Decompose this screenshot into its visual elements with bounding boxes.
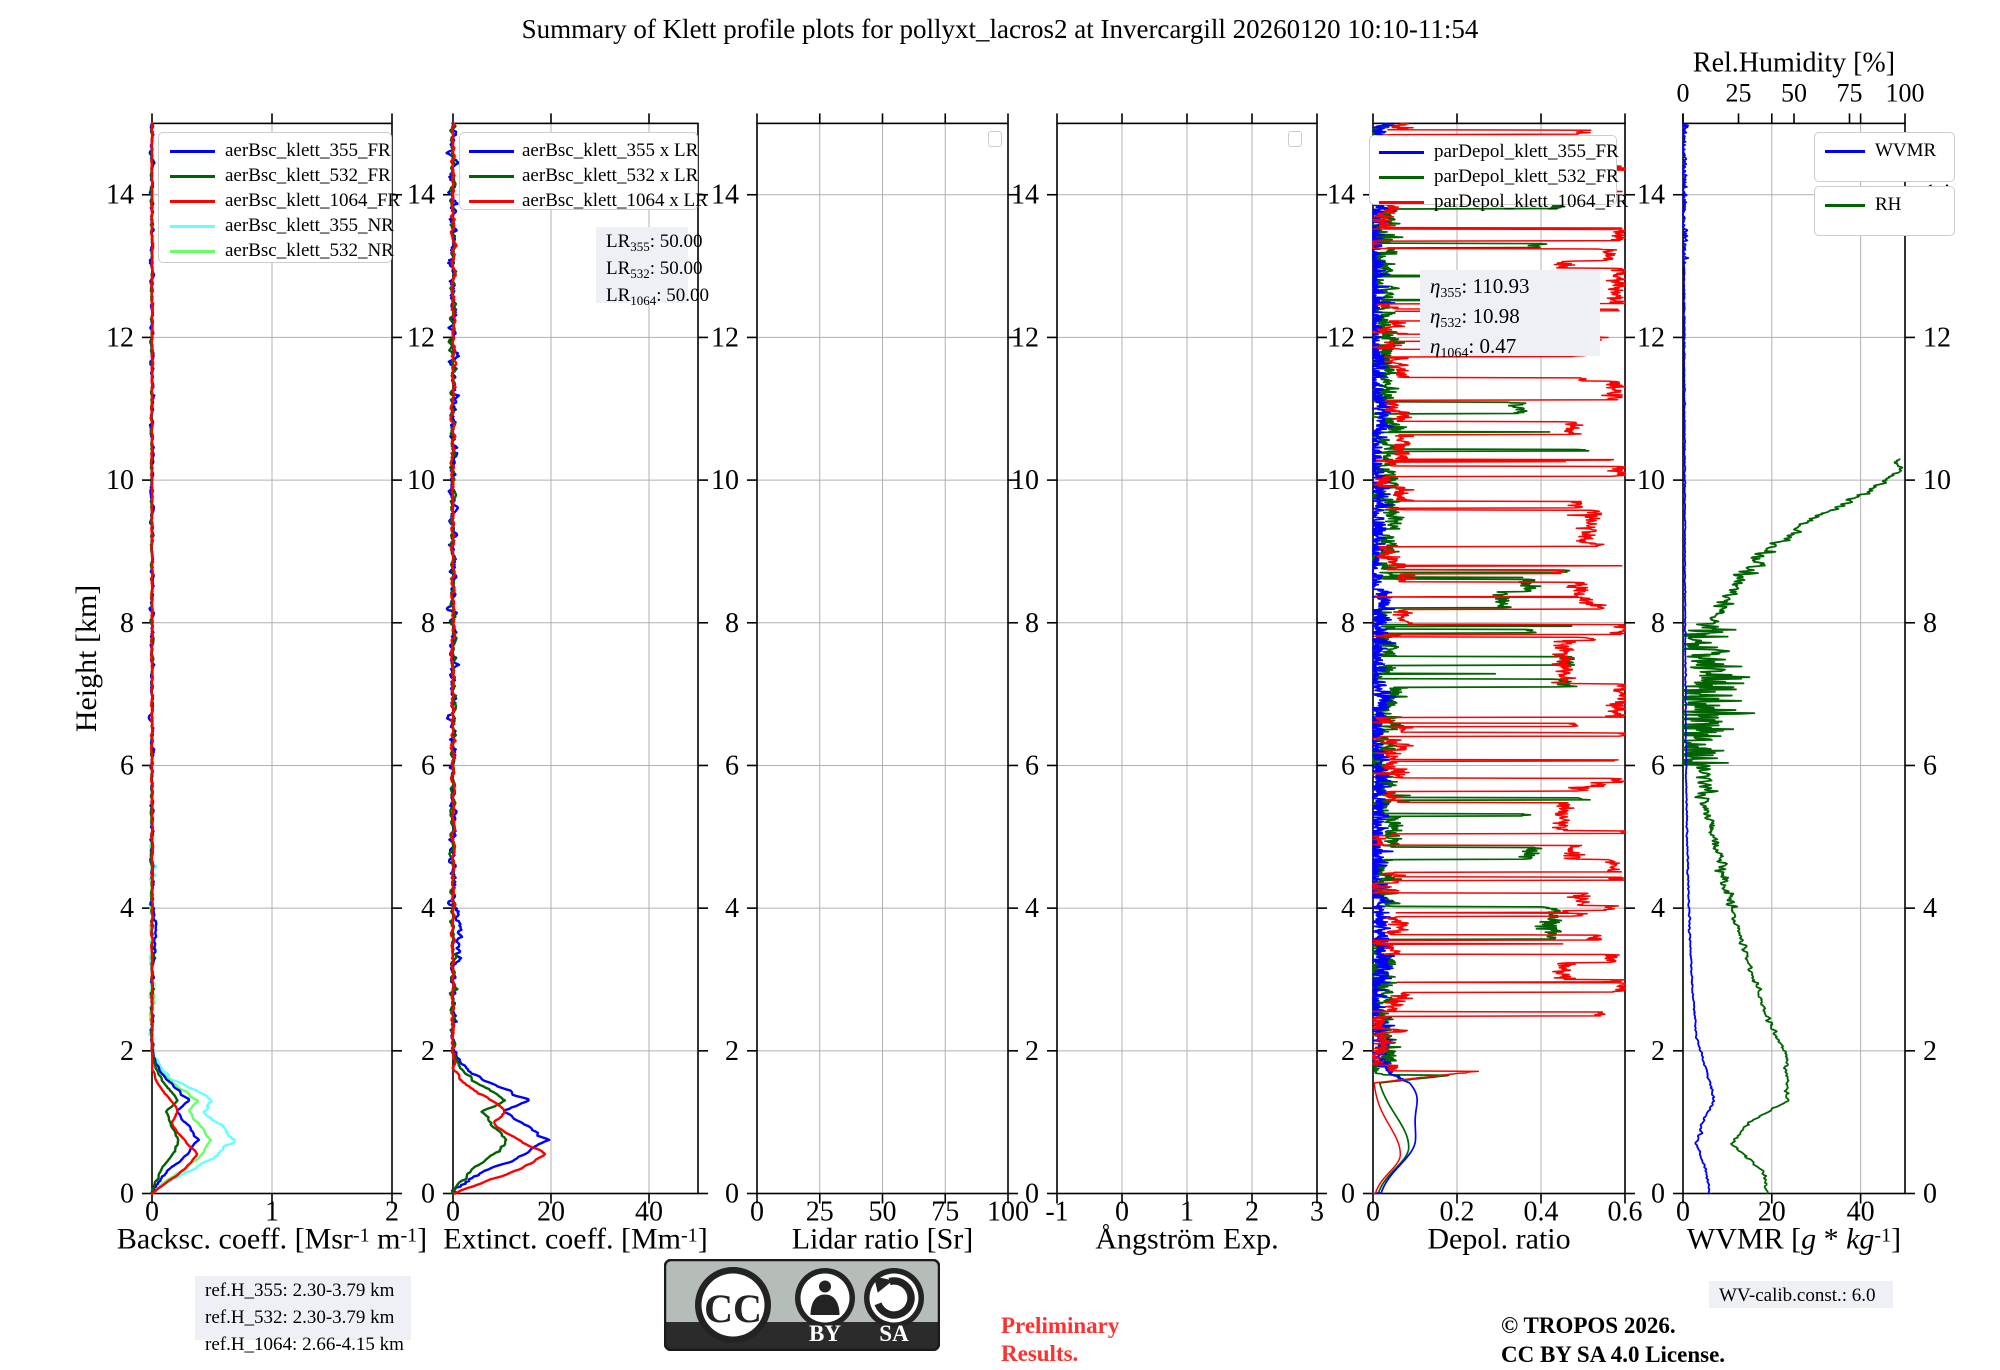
svg-text:6: 6: [1025, 750, 1039, 781]
svg-text:12: 12: [1923, 322, 1951, 353]
svg-text:Depol. ratio: Depol. ratio: [1427, 1223, 1570, 1256]
svg-text:0: 0: [1923, 1179, 1937, 1210]
svg-text:10: 10: [1011, 465, 1039, 496]
svg-text:8: 8: [421, 608, 435, 639]
svg-text:2: 2: [1025, 1036, 1039, 1067]
svg-text:12: 12: [1327, 322, 1355, 353]
svg-text:SA: SA: [879, 1321, 909, 1346]
svg-text:10: 10: [1923, 465, 1951, 496]
svg-text:WVMR [g * kg-1]: WVMR [g * kg-1]: [1687, 1223, 1901, 1256]
svg-text:0: 0: [1341, 1179, 1355, 1210]
svg-text:14: 14: [1637, 180, 1665, 211]
svg-text:2: 2: [1341, 1036, 1355, 1067]
svg-text:6: 6: [1341, 750, 1355, 781]
svg-text:0: 0: [1651, 1179, 1665, 1210]
svg-text:10: 10: [1637, 465, 1665, 496]
svg-text:8: 8: [1651, 608, 1665, 639]
svg-text:2: 2: [725, 1036, 739, 1067]
svg-text:4: 4: [421, 893, 435, 924]
svg-text:8: 8: [725, 608, 739, 639]
svg-text:4: 4: [1341, 893, 1355, 924]
svg-text:Extinct. coeff. [Mm-1]: Extinct. coeff. [Mm-1]: [443, 1223, 707, 1256]
svg-text:6: 6: [120, 750, 134, 781]
svg-text:Backsc. coeff. [Msr-1 m-1]: Backsc. coeff. [Msr-1 m-1]: [117, 1223, 427, 1256]
svg-text:10: 10: [711, 465, 739, 496]
svg-text:14: 14: [1011, 180, 1039, 211]
svg-text:100: 100: [987, 1197, 1029, 1228]
svg-text:Height [km]: Height [km]: [70, 585, 103, 732]
svg-text:4: 4: [1651, 893, 1665, 924]
svg-text:8: 8: [120, 608, 134, 639]
svg-text:6: 6: [421, 750, 435, 781]
svg-text:10: 10: [1327, 465, 1355, 496]
svg-text:0: 0: [725, 1179, 739, 1210]
svg-text:6: 6: [1651, 750, 1665, 781]
svg-text:2: 2: [120, 1036, 134, 1067]
svg-text:14: 14: [407, 180, 435, 211]
svg-text:8: 8: [1923, 608, 1937, 639]
svg-text:4: 4: [1025, 893, 1039, 924]
svg-text:0: 0: [1677, 78, 1690, 107]
svg-text:14: 14: [711, 180, 739, 211]
svg-text:0: 0: [1366, 1197, 1380, 1228]
svg-text:8: 8: [1341, 608, 1355, 639]
svg-text:8: 8: [1025, 608, 1039, 639]
svg-text:0: 0: [750, 1197, 764, 1228]
svg-text:2: 2: [1923, 1036, 1937, 1067]
svg-text:3: 3: [1310, 1197, 1324, 1228]
svg-text:Ångström Exp.: Ångström Exp.: [1095, 1223, 1278, 1256]
svg-text:0: 0: [120, 1179, 134, 1210]
svg-text:25: 25: [1726, 78, 1752, 107]
svg-text:BY: BY: [809, 1321, 841, 1346]
svg-text:CC: CC: [704, 1286, 762, 1331]
svg-text:-1: -1: [1045, 1197, 1068, 1228]
svg-text:2: 2: [421, 1036, 435, 1067]
svg-text:12: 12: [1011, 322, 1039, 353]
svg-text:Rel.Humidity [%]: Rel.Humidity [%]: [1693, 47, 1895, 78]
svg-text:12: 12: [407, 322, 435, 353]
svg-text:12: 12: [106, 322, 134, 353]
svg-text:6: 6: [725, 750, 739, 781]
svg-text:10: 10: [407, 465, 435, 496]
svg-text:50: 50: [1781, 78, 1807, 107]
svg-text:14: 14: [1327, 180, 1355, 211]
svg-text:0: 0: [421, 1179, 435, 1210]
svg-text:2: 2: [1651, 1036, 1665, 1067]
svg-text:14: 14: [106, 180, 134, 211]
svg-text:Lidar ratio [Sr]: Lidar ratio [Sr]: [792, 1223, 974, 1256]
svg-text:4: 4: [1923, 893, 1937, 924]
svg-text:4: 4: [120, 893, 134, 924]
svg-text:12: 12: [1637, 322, 1665, 353]
svg-text:75: 75: [1837, 78, 1863, 107]
svg-text:0.6: 0.6: [1608, 1197, 1643, 1228]
svg-text:100: 100: [1886, 78, 1925, 107]
svg-text:6: 6: [1923, 750, 1937, 781]
svg-text:10: 10: [106, 465, 134, 496]
svg-text:12: 12: [711, 322, 739, 353]
svg-text:4: 4: [725, 893, 739, 924]
